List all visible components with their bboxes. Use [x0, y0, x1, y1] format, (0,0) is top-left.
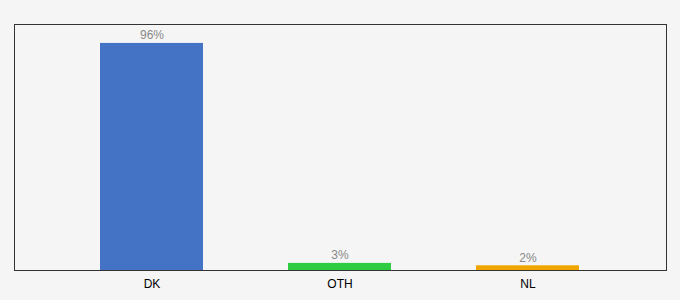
svg-text:DK: DK [144, 277, 161, 291]
svg-text:NL: NL [520, 277, 536, 291]
svg-text:3%: 3% [331, 248, 349, 262]
svg-text:96%: 96% [140, 28, 164, 42]
svg-text:2%: 2% [519, 251, 537, 265]
svg-text:OTH: OTH [327, 277, 352, 291]
